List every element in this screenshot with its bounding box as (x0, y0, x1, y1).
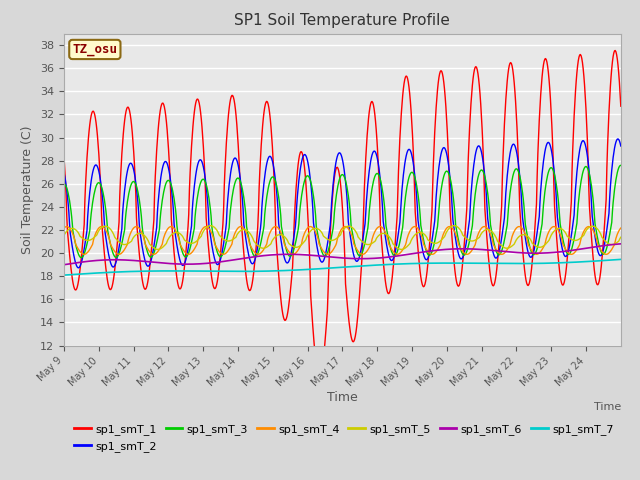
sp1_smT_2 (614, 136, 622, 142)
sp1_smT_3 (60, 181, 68, 187)
sp1_smT_5 (397, 247, 405, 252)
sp1_smT_1 (617, 103, 625, 109)
sp1_smT_3 (415, 204, 423, 209)
sp1_smT_4 (383, 235, 391, 240)
sp1_smT_1 (399, 93, 406, 98)
sp1_smT_6 (617, 241, 625, 247)
Line: sp1_smT_5: sp1_smT_5 (64, 226, 621, 250)
sp1_smT_5 (94, 229, 102, 235)
sp1_smT_2 (415, 228, 423, 233)
sp1_smT_6 (398, 252, 406, 258)
sp1_smT_2 (399, 179, 406, 185)
sp1_smT_1 (94, 142, 102, 147)
sp1_smT_2 (617, 143, 625, 149)
sp1_smT_2 (60, 170, 68, 176)
sp1_smT_1 (60, 154, 68, 159)
Line: sp1_smT_4: sp1_smT_4 (64, 227, 621, 254)
sp1_smT_5 (60, 232, 68, 238)
sp1_smT_1 (384, 290, 392, 296)
sp1_smT_4 (568, 252, 575, 257)
sp1_smT_4 (415, 227, 422, 233)
sp1_smT_4 (540, 244, 547, 250)
Line: sp1_smT_2: sp1_smT_2 (64, 139, 621, 268)
sp1_smT_3 (95, 180, 102, 186)
Text: TZ_osu: TZ_osu (72, 43, 117, 56)
sp1_smT_7 (383, 262, 391, 267)
sp1_smT_6 (383, 254, 391, 260)
sp1_smT_5 (207, 223, 214, 228)
sp1_smT_1 (316, 375, 324, 381)
sp1_smT_2 (75, 265, 83, 271)
sp1_smT_5 (541, 242, 548, 248)
sp1_smT_1 (611, 48, 619, 53)
sp1_smT_7 (94, 270, 102, 276)
sp1_smT_4 (617, 225, 625, 231)
Line: sp1_smT_1: sp1_smT_1 (64, 50, 621, 378)
sp1_smT_5 (384, 233, 392, 239)
X-axis label: Time: Time (327, 391, 358, 404)
sp1_smT_6 (94, 257, 102, 263)
sp1_smT_2 (483, 203, 491, 209)
sp1_smT_1 (483, 237, 491, 242)
Title: SP1 Soil Temperature Profile: SP1 Soil Temperature Profile (234, 13, 451, 28)
sp1_smT_6 (415, 250, 422, 255)
sp1_smT_5 (399, 246, 407, 252)
sp1_smT_1 (540, 59, 548, 64)
sp1_smT_6 (483, 247, 490, 253)
Legend: sp1_smT_1, sp1_smT_2, sp1_smT_3, sp1_smT_4, sp1_smT_5, sp1_smT_6, sp1_smT_7: sp1_smT_1, sp1_smT_2, sp1_smT_3, sp1_smT… (70, 420, 618, 456)
sp1_smT_7 (60, 272, 68, 278)
Line: sp1_smT_3: sp1_smT_3 (64, 165, 621, 258)
sp1_smT_3 (617, 162, 625, 168)
sp1_smT_7 (415, 261, 422, 266)
Line: sp1_smT_6: sp1_smT_6 (64, 244, 621, 264)
sp1_smT_1 (415, 262, 423, 268)
sp1_smT_4 (398, 248, 406, 254)
sp1_smT_4 (483, 225, 490, 230)
sp1_smT_3 (540, 195, 548, 201)
sp1_smT_5 (617, 234, 625, 240)
Text: Time: Time (593, 402, 621, 412)
sp1_smT_7 (617, 256, 625, 262)
sp1_smT_7 (483, 261, 490, 266)
sp1_smT_4 (585, 224, 593, 229)
sp1_smT_2 (540, 154, 548, 159)
sp1_smT_3 (399, 224, 406, 230)
sp1_smT_4 (60, 225, 68, 231)
sp1_smT_5 (416, 229, 424, 235)
sp1_smT_3 (384, 234, 392, 240)
sp1_smT_6 (60, 262, 68, 267)
sp1_smT_7 (540, 261, 547, 266)
sp1_smT_7 (398, 261, 406, 267)
sp1_smT_3 (483, 185, 491, 191)
sp1_smT_3 (77, 255, 85, 261)
sp1_smT_5 (484, 227, 492, 232)
Line: sp1_smT_7: sp1_smT_7 (64, 259, 621, 275)
sp1_smT_2 (384, 249, 392, 255)
Y-axis label: Soil Temperature (C): Soil Temperature (C) (22, 125, 35, 254)
sp1_smT_2 (95, 168, 102, 174)
sp1_smT_6 (540, 250, 547, 256)
sp1_smT_4 (94, 226, 102, 232)
